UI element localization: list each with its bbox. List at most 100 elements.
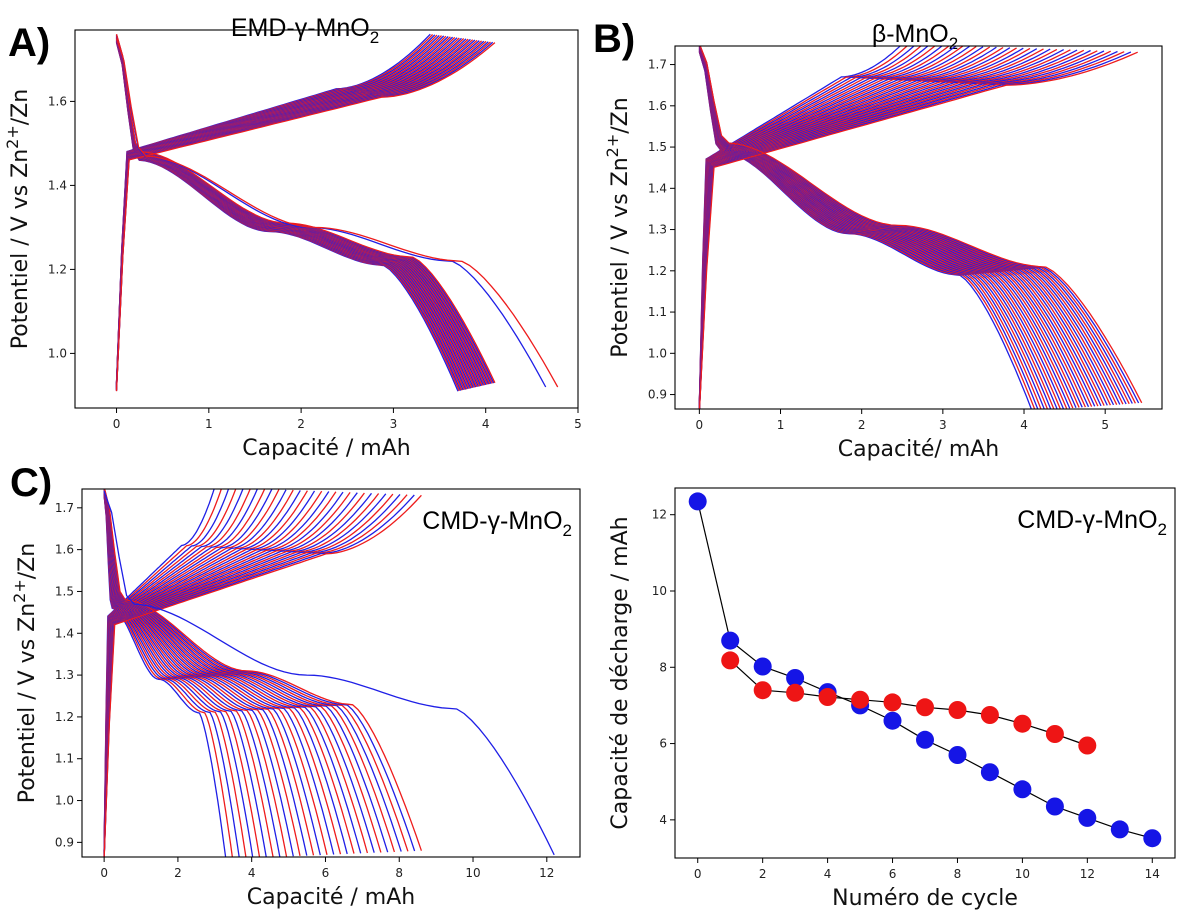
discharge-curve: [103, 490, 342, 855]
y-tick-label: 1.7: [648, 58, 667, 72]
discharge-curve: [115, 40, 468, 390]
plot-frame: [81, 488, 581, 858]
y-tick-label: 1.4: [55, 626, 74, 640]
discharge-curve-first-cycle: [115, 38, 547, 388]
data-point: [916, 730, 934, 749]
y-axis-label: Potentiel / V vs Zn2+/Zn: [3, 89, 33, 349]
y-axis-label: Capacité de décharge / mAh: [608, 516, 633, 829]
charge-curve: [103, 494, 415, 857]
charge-curve: [698, 46, 902, 403]
charge-curve: [115, 39, 478, 389]
x-tick-label: 0: [113, 417, 121, 431]
x-tick-label: 12: [539, 866, 554, 880]
panel-d-chart: 0 2 4 6 8 10 12 14 4 6 8 10 12 Numéro de cycle Capacit…: [608, 487, 1176, 911]
panel-title: CMD-γ-MnO2: [422, 507, 572, 540]
discharge-curve: [115, 41, 465, 391]
x-tick-label: 8: [395, 866, 403, 880]
y-tick-label: 1.4: [648, 181, 667, 195]
y-tick-label: 0.9: [55, 835, 74, 849]
discharge-curve: [103, 492, 294, 857]
discharge-curve: [103, 489, 423, 851]
data-point: [883, 693, 902, 712]
charge-curve: [103, 494, 422, 857]
x-tick-label: 3: [390, 417, 398, 431]
x-tick-label: 10: [465, 866, 480, 880]
x-tick-label: 2: [858, 418, 866, 432]
x-tick-label: 8: [954, 867, 962, 881]
x-tick-label: 5: [1101, 418, 1109, 432]
charge-curve: [115, 40, 480, 390]
charge-curve: [698, 51, 1138, 409]
plot-frame: [674, 487, 1176, 859]
discharge-curve-first-cycle: [103, 490, 555, 856]
charge-curve: [115, 41, 489, 391]
panel-a-chart: 0 1 2 3 4 5 1.0 1.2 1.4 1.6 Capacité / mAh Potentie…: [3, 14, 582, 461]
discharge-curve: [103, 489, 402, 852]
plot-frame: [74, 29, 579, 409]
discharge-curve: [115, 42, 460, 392]
panel-letter: B): [593, 17, 635, 61]
series-line: [729, 659, 1088, 747]
panel-b-chart: 0 1 2 3 4 5 0.9 1.0 1.1 1.2 1.3 1.4 1.5 1.6 1.7 Capacit…: [593, 17, 1163, 462]
discharge-curve: [115, 36, 486, 386]
charge-curve: [698, 48, 1058, 409]
data-point: [1078, 808, 1097, 827]
panel-c-chart: 0 2 4 6 8 10 12 0.9 1.0 1.1 1.2 1.3 1.4 1.5 1.6 1.7 Capa…: [10, 461, 581, 910]
discharge-curve: [115, 37, 481, 387]
x-tick-label: 10: [1015, 867, 1030, 881]
y-tick-label: 1.2: [48, 262, 67, 276]
data-point: [1143, 829, 1162, 848]
charge-curve: [698, 47, 1017, 407]
y-axis-label: Potentiel / V vs Zn2+/Zn: [10, 543, 40, 803]
x-tick-label: 4: [248, 866, 256, 880]
discharge-curve: [115, 41, 463, 391]
x-tick-label: 2: [297, 417, 305, 431]
discharge-curve: [115, 36, 483, 386]
discharge-curve: [103, 491, 308, 856]
discharge-curve: [103, 489, 369, 854]
data-point: [851, 690, 870, 709]
charge-curve: [115, 40, 487, 391]
discharge-curve: [103, 491, 315, 856]
discharge-curve: [115, 37, 479, 387]
discharge-curve: [103, 489, 389, 853]
data-point: [980, 706, 999, 724]
x-tick-label: 1: [205, 417, 213, 431]
x-tick-label: 2: [759, 867, 767, 881]
y-tick-label: 1.5: [648, 140, 667, 154]
data-point: [948, 746, 967, 764]
charge-curve: [115, 40, 485, 390]
y-tick-label: 4: [659, 813, 667, 827]
data-point: [1045, 797, 1064, 816]
data-point: [1110, 820, 1129, 839]
y-tick-label: 1.4: [48, 178, 67, 192]
data-point: [721, 631, 740, 650]
x-tick-label: 4: [1020, 418, 1028, 432]
charge-curve: [115, 39, 474, 389]
y-tick-label: 1.3: [55, 668, 74, 682]
charge-curve: [698, 46, 1004, 407]
y-axis-label: Potentiel / V vs Zn2+/Zn: [603, 97, 633, 357]
plot-frame: [674, 45, 1163, 410]
data-point: [786, 683, 805, 702]
charge-curve: [698, 46, 984, 406]
data-point: [818, 688, 837, 706]
x-tick-label: 2: [174, 866, 182, 880]
y-tick-label: 1.1: [55, 752, 74, 766]
charge-curve: [115, 39, 476, 389]
discharge-curve: [115, 38, 477, 388]
x-tick-label: 0: [696, 418, 704, 432]
data-point: [1045, 725, 1064, 743]
y-tick-label: 1.2: [55, 710, 74, 724]
charge-curve: [698, 46, 908, 404]
discharge-curve: [103, 489, 348, 855]
charge-curve: [115, 38, 471, 389]
panel-title: CMD-γ-MnO2: [1017, 506, 1167, 539]
y-tick-label: 1.7: [55, 501, 74, 515]
charge-curve: [103, 494, 408, 857]
discharge-curve: [103, 490, 328, 855]
data-point: [1078, 736, 1097, 755]
discharge-curve: [103, 489, 416, 852]
data-point: [1013, 714, 1032, 733]
